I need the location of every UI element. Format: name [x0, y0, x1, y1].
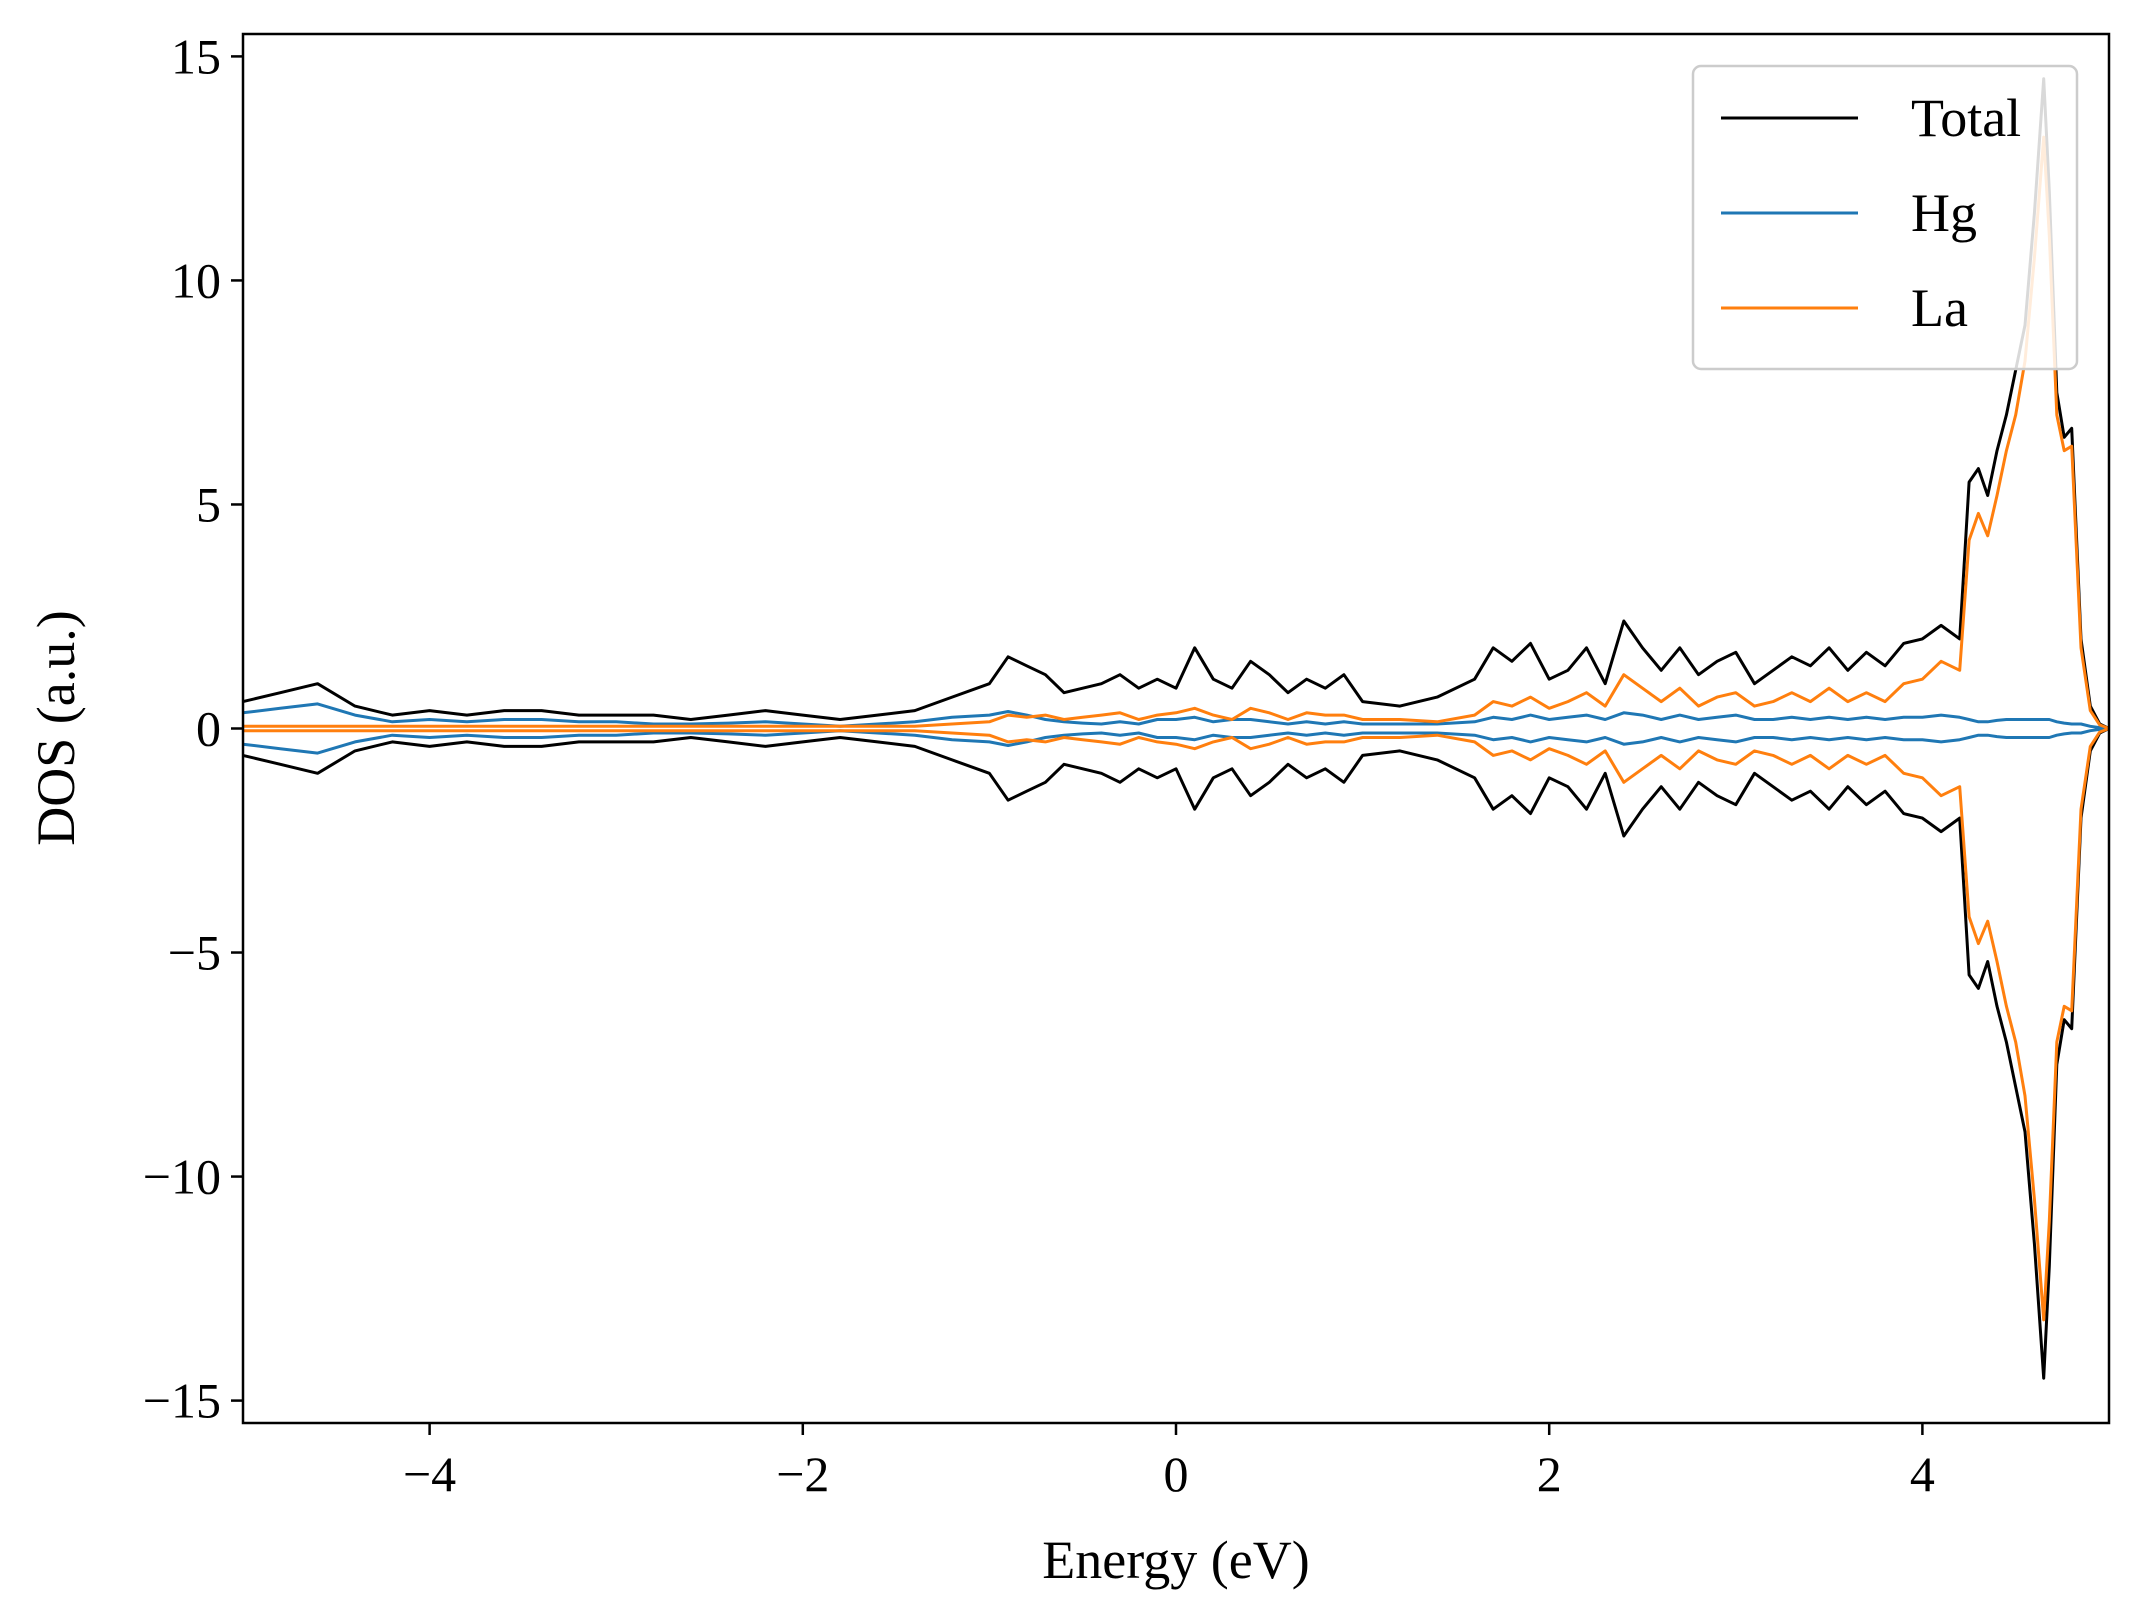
y-axis-ticks: 15 10 5 0 −5 −10 −15 [143, 28, 243, 1429]
y-tick-label: −10 [143, 1149, 221, 1205]
y-tick-label: −15 [143, 1373, 221, 1429]
legend-box [1691, 64, 2079, 371]
series-line-la-up [243, 135, 2110, 730]
x-tick-label: −2 [776, 1446, 829, 1502]
x-tick-label: 4 [1910, 1446, 1935, 1502]
y-tick-label: −5 [168, 925, 221, 981]
y-tick-label: 15 [171, 28, 221, 84]
y-tick-label: 5 [196, 476, 221, 532]
legend-label-total: Total [1911, 88, 2021, 148]
series-line-la-down [243, 727, 2110, 1322]
y-tick-label: 10 [171, 252, 221, 308]
series-line-total-down [242, 727, 2110, 1380]
legend-label-la: La [1911, 278, 1968, 338]
series-lines [242, 77, 2110, 1380]
x-tick-label: 0 [1164, 1446, 1189, 1502]
x-axis-ticks: −4 −2 0 2 4 [403, 1423, 1935, 1502]
series-line-hg-down [242, 727, 2110, 755]
x-axis-label: Energy (eV) [1042, 1530, 1309, 1590]
x-tick-label: 2 [1537, 1446, 1562, 1502]
y-axis-label: DOS (a.u.) [26, 610, 86, 845]
series-line-total-up [242, 77, 2110, 730]
series-line-hg-up [242, 702, 2110, 730]
legend: Total Hg La [1691, 64, 2079, 371]
y-tick-label: 0 [196, 701, 221, 757]
legend-label-hg: Hg [1911, 183, 1977, 243]
x-tick-label: −4 [403, 1446, 456, 1502]
